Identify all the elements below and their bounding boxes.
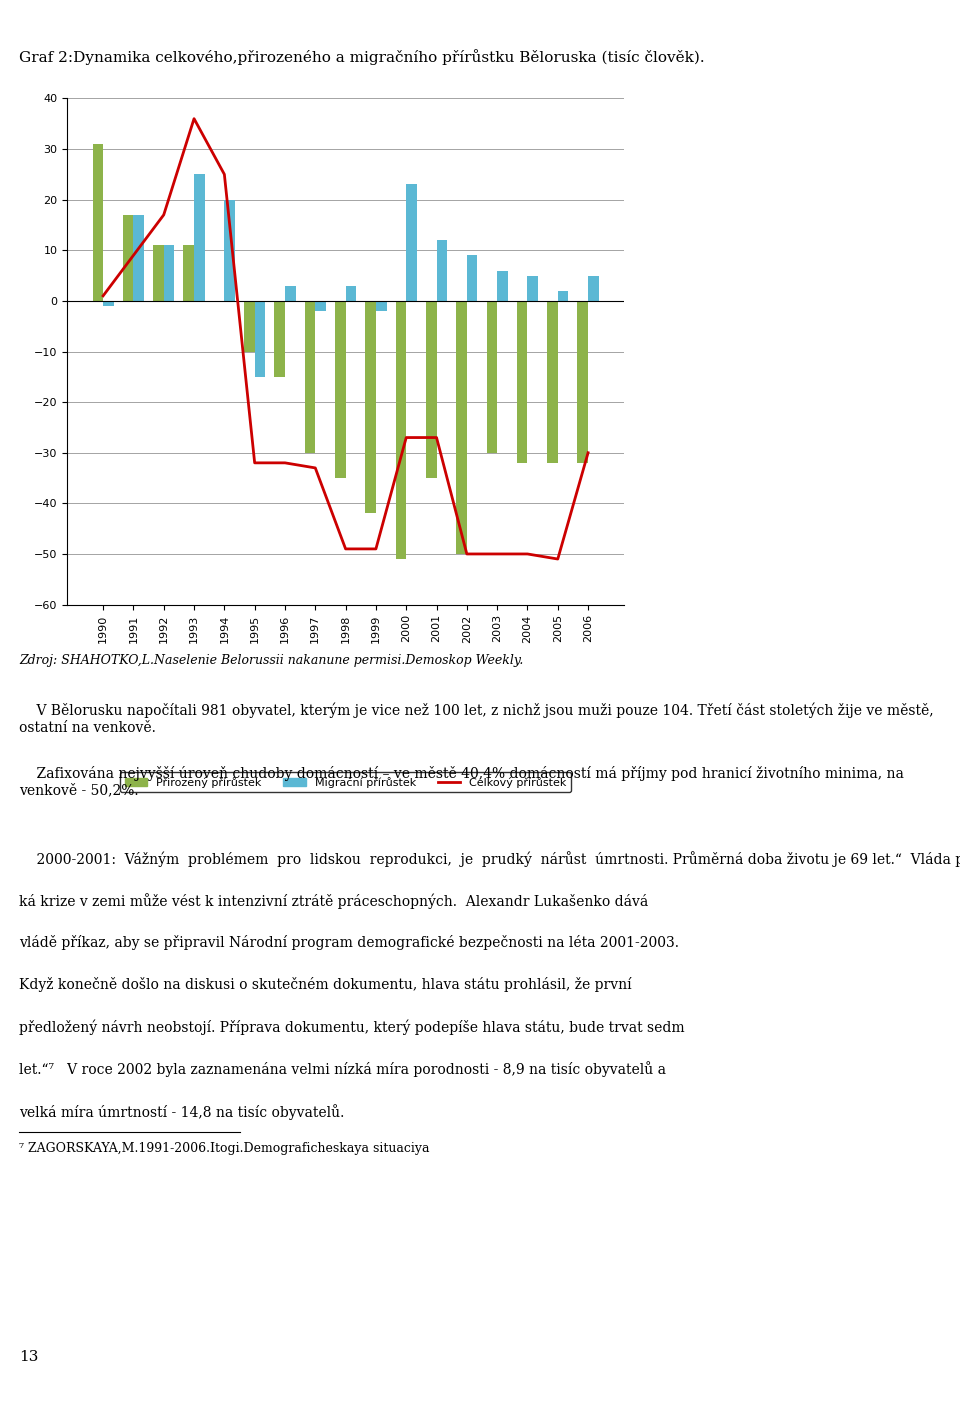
Bar: [516, 301, 527, 463]
Text: V Bělorusku napočítali 981 obyvatel, kterým je vice než 100 let, z nichž jsou mu: V Bělorusku napočítali 981 obyvatel, kte…: [19, 703, 934, 735]
Bar: [335, 301, 346, 478]
Bar: [406, 184, 417, 301]
Bar: [547, 301, 558, 463]
Text: 13: 13: [19, 1350, 38, 1364]
Bar: [437, 240, 447, 301]
Legend: Přirozený přírůstek, Migrační přírůstek, Celkový přírůstek: Přirozený přírůstek, Migrační přírůstek,…: [120, 772, 571, 792]
Text: velká míra úmrtností - 14,8 na tisíc obyvatelů.: velká míra úmrtností - 14,8 na tisíc oby…: [19, 1104, 345, 1119]
Bar: [315, 301, 325, 311]
Bar: [467, 256, 477, 301]
Bar: [376, 301, 387, 311]
Bar: [285, 285, 296, 301]
Bar: [578, 301, 588, 463]
Bar: [103, 301, 113, 307]
Bar: [527, 276, 538, 301]
Text: let.“⁷   V roce 2002 byla zaznamenána velmi nízká míra porodnosti - 8,9 na tisíc: let.“⁷ V roce 2002 byla zaznamenána velm…: [19, 1062, 666, 1077]
Bar: [497, 270, 508, 301]
Text: Zdroj: SHAHOTKO,L.Naselenie Belorussii nakanune permisi.Demoskop Weekly.: Zdroj: SHAHOTKO,L.Naselenie Belorussii n…: [19, 654, 523, 666]
Bar: [92, 143, 103, 301]
Bar: [194, 174, 204, 301]
Bar: [244, 301, 254, 352]
Bar: [225, 200, 235, 301]
Bar: [183, 245, 194, 301]
Bar: [456, 301, 467, 554]
Bar: [558, 291, 568, 301]
Bar: [123, 215, 133, 301]
Text: vládě příkaz, aby se připravil Národní program demografické bezpečnosti na léta : vládě příkaz, aby se připravil Národní p…: [19, 935, 680, 950]
Text: 2000-2001:  Vážným  problémem  pro  lidskou  reprodukci,  je  prudký  nárůst  úm: 2000-2001: Vážným problémem pro lidskou …: [19, 851, 960, 866]
Bar: [133, 215, 144, 301]
Bar: [366, 301, 376, 513]
Text: Graf 2:Dynamika celkového,přirozeného a migračního přírůstku Běloruska (tisíc čl: Graf 2:Dynamika celkového,přirozeného a …: [19, 49, 705, 65]
Bar: [588, 276, 599, 301]
Bar: [154, 245, 164, 301]
Bar: [396, 301, 406, 560]
Text: ká krize v zemi může vést k intenzivní ztrátě práceschopných.  Alexandr Lukašenk: ká krize v zemi může vést k intenzivní z…: [19, 893, 648, 908]
Bar: [487, 301, 497, 453]
Text: Když konečně došlo na diskusi o skutečném dokumentu, hlava státu prohlásil, že p: Když konečně došlo na diskusi o skutečné…: [19, 977, 632, 993]
Bar: [346, 285, 356, 301]
Bar: [275, 301, 285, 377]
Bar: [254, 301, 265, 377]
Bar: [304, 301, 315, 453]
Bar: [164, 245, 175, 301]
Text: Zafixována nejvyšší úroveň chudoby domácností – ve městě 40,4% domácností má pří: Zafixována nejvyšší úroveň chudoby domác…: [19, 766, 904, 797]
Bar: [426, 301, 437, 478]
Text: ⁷ ZAGORSKAYA,M.1991-2006.Itogi.Demograficheskaya situaciya: ⁷ ZAGORSKAYA,M.1991-2006.Itogi.Demografi…: [19, 1142, 430, 1154]
Text: předložený návrh neobstojí. Příprava dokumentu, který podepíše hlava státu, bude: předložený návrh neobstojí. Příprava dok…: [19, 1019, 684, 1035]
